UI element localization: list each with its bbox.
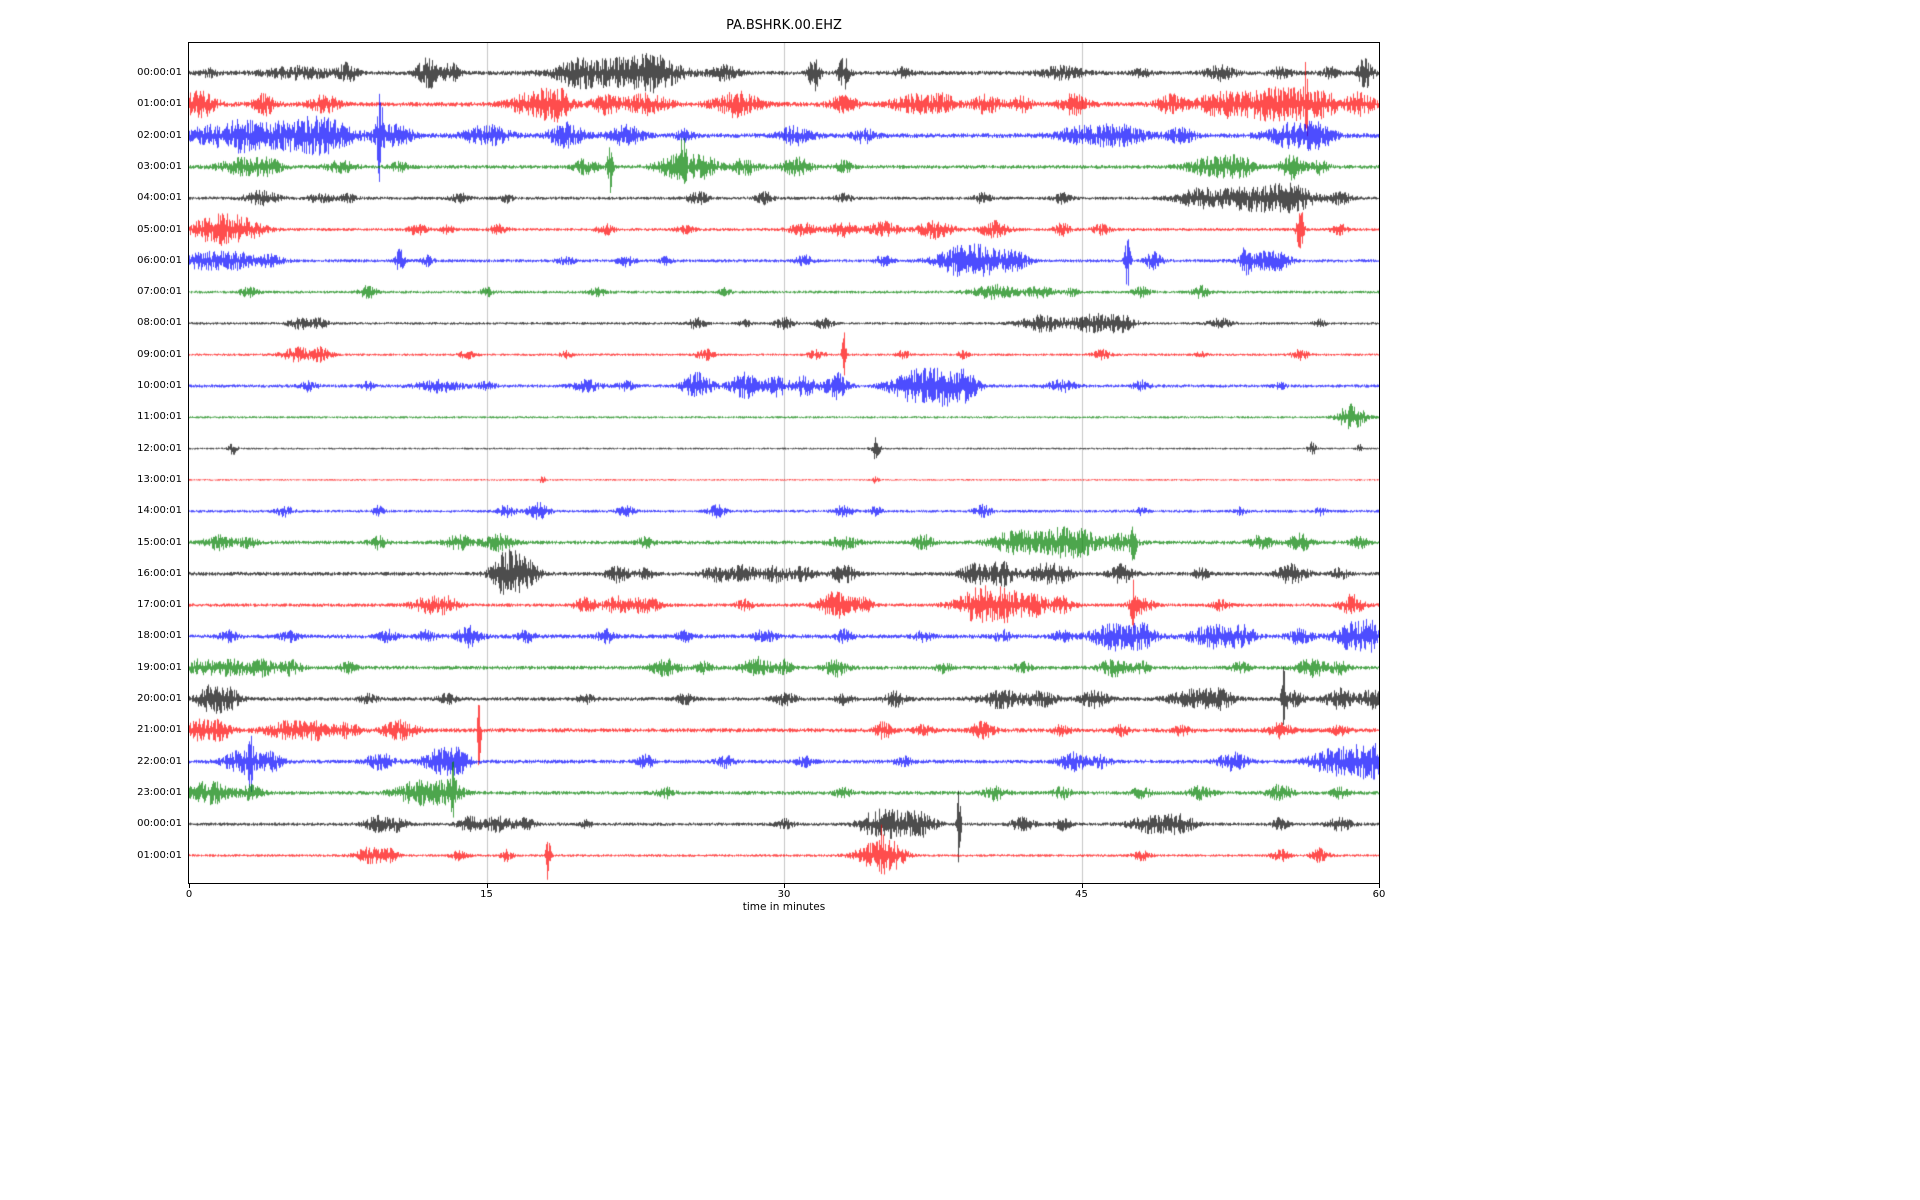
trace-label: 02:00:01 xyxy=(137,129,182,141)
trace-label: 03:00:01 xyxy=(137,160,182,172)
trace-label: 10:00:01 xyxy=(137,380,182,391)
trace-label: 17:00:01 xyxy=(137,599,182,611)
trace-label: 13:00:01 xyxy=(137,473,182,485)
trace-label: 05:00:01 xyxy=(137,223,182,235)
trace-label: 16:00:01 xyxy=(137,567,182,579)
trace-label: 19:00:01 xyxy=(137,661,182,673)
x-tick-mark xyxy=(784,884,785,888)
trace-label: 00:00:01 xyxy=(137,67,182,78)
trace-label: 12:00:01 xyxy=(137,442,182,454)
trace-label: 14:00:01 xyxy=(137,505,182,517)
trace-label: 22:00:01 xyxy=(137,755,182,767)
chart-title: PA.BSHRK.00.EHZ xyxy=(726,18,842,33)
x-tick-label: 30 xyxy=(777,889,791,900)
plot-area xyxy=(188,42,1380,884)
x-tick-mark xyxy=(189,884,190,888)
trace-label: 04:00:01 xyxy=(137,192,182,204)
x-tick-mark xyxy=(1081,884,1083,888)
x-tick-label: 15 xyxy=(480,889,493,900)
trace-label: 09:00:01 xyxy=(137,348,182,360)
trace-label: 00:00:01 xyxy=(137,818,182,830)
trace-label: 18:00:01 xyxy=(137,630,182,642)
waveform-canvas xyxy=(189,43,1379,883)
x-axis-title: time in minutes xyxy=(742,901,826,913)
trace-label: 07:00:01 xyxy=(137,286,182,298)
trace-label: 23:00:01 xyxy=(137,786,182,798)
trace-label: 06:00:01 xyxy=(137,254,182,266)
trace-label: 15:00:01 xyxy=(137,536,182,548)
x-tick-label: 45 xyxy=(1075,889,1088,900)
trace-label: 11:00:01 xyxy=(137,411,182,423)
trace-label: 01:00:01 xyxy=(137,98,182,110)
trace-label: 20:00:01 xyxy=(137,693,182,704)
trace-label: 01:00:01 xyxy=(137,849,182,861)
trace-label: 08:00:01 xyxy=(137,317,182,329)
x-tick-mark xyxy=(1379,884,1380,888)
x-tick-label: 60 xyxy=(1372,889,1386,900)
trace-label: 21:00:01 xyxy=(137,724,182,736)
x-tick-mark xyxy=(486,884,488,888)
x-tick-label: 0 xyxy=(185,889,193,900)
